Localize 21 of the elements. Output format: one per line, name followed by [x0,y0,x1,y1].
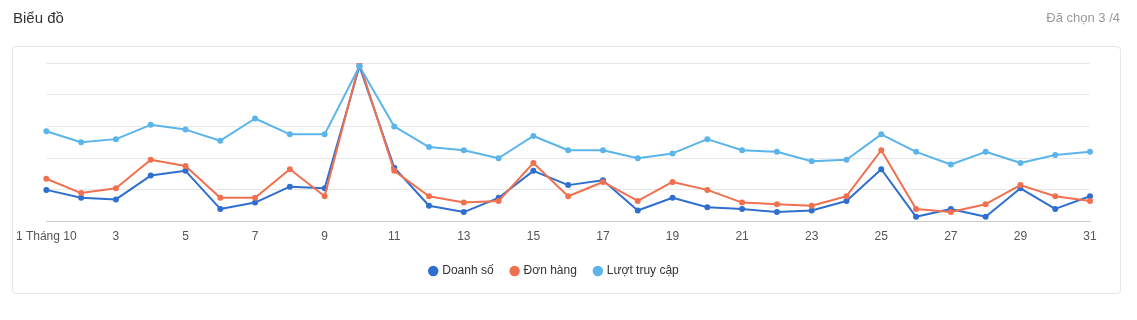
x-tick-label: 17 [596,229,610,244]
x-tick-label: 27 [944,229,958,244]
chart-title: Biểu đồ [13,9,64,26]
x-tick-label: 9 [321,229,329,244]
x-tick-label: 7 [251,229,259,244]
x-tick-label: 23 [805,229,819,244]
x-tick-label: 11 [388,229,401,244]
x-tick-label: 3 [112,229,120,244]
x-tick-label: 29 [1013,229,1028,244]
x-tick-label: 25 [874,229,889,244]
x-tick-label: 13 [457,229,471,244]
x-tick-label: 1 Tháng 10 [16,229,77,244]
x-tick-label: 5 [182,229,190,244]
legend-label: Doanh số [442,263,494,278]
legend-label: Đơn hàng [523,263,577,278]
x-tick-label: 19 [665,229,680,244]
text: Đã chọn 3 /4 [1046,10,1120,25]
x-tick-label: 15 [526,229,541,244]
x-tick-label: 21 [735,229,750,244]
x-tick-label: 31 [1083,229,1097,244]
legend-label: Lượt truy cập [606,263,680,278]
